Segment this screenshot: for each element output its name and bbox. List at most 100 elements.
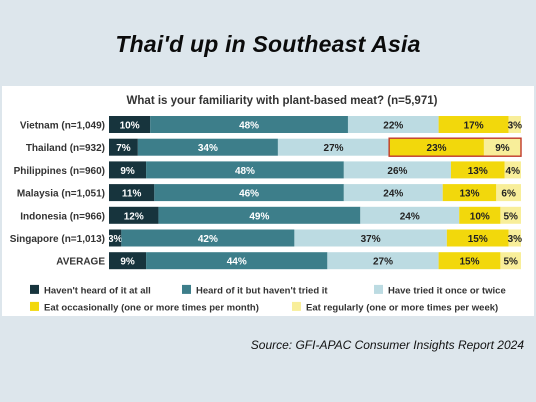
bar-segment-singapore-3: [446, 229, 509, 247]
bar-segment-singapore-0: [109, 229, 122, 247]
highlight-box: [388, 137, 522, 157]
bar-segment-malaysia-0: [109, 184, 155, 202]
legend-label: Have tried it once or twice: [388, 285, 506, 296]
bar-row-vietnam: Vietnam (n=1,049) 10% 48% 22% 17% 3%: [20, 116, 522, 133]
bar-segment-philippines-4: [504, 161, 521, 179]
data-label: 24%: [383, 189, 403, 200]
legend-swatch: [30, 284, 39, 294]
bar-segment-indonesia-2: [360, 206, 460, 224]
data-label: 27%: [373, 257, 393, 268]
data-label: 9%: [120, 257, 135, 268]
data-label: 9%: [495, 143, 510, 154]
legend-item-0: Haven't heard of it at all: [30, 284, 151, 296]
data-label: 10%: [120, 121, 140, 132]
data-label: 22%: [383, 121, 403, 132]
chart-rows: Vietnam (n=1,049) 10% 48% 22% 17% 3% Thailand …: [10, 116, 523, 270]
bar-segment-vietnam-2: [347, 116, 439, 133]
bar-segment-singapore-1: [121, 229, 295, 247]
bar-segment-vietnam-3: [438, 116, 509, 133]
category-label: Philippines (n=960): [14, 166, 105, 177]
data-label: 5%: [503, 211, 518, 222]
data-label: 12%: [124, 211, 144, 222]
category-label: AVERAGE: [56, 257, 105, 268]
data-label: 24%: [400, 211, 420, 222]
data-label: 48%: [239, 121, 259, 132]
bar-row-malaysia: Malaysia (n=1,051) 11% 46% 24% 13% 6%: [17, 184, 521, 202]
category-label: Malaysia (n=1,051): [17, 189, 105, 200]
legend-item-3: Eat occasionally (one or more times per …: [30, 301, 259, 313]
bar-segment-singapore-4: [508, 229, 521, 247]
bar-row-indonesia: Indonesia (n=966) 12% 49% 24% 10% 5%: [20, 206, 521, 224]
data-label: 48%: [235, 166, 255, 177]
bar-segment-philippines-3: [450, 161, 505, 179]
bar-segment-philippines-0: [109, 161, 147, 179]
bar-segment-malaysia-3: [442, 184, 497, 202]
data-label: 15%: [459, 257, 479, 268]
bar-segment-average-3: [438, 252, 501, 270]
data-label: 49%: [249, 211, 269, 222]
data-label: 34%: [198, 143, 218, 154]
data-label: 26%: [387, 166, 407, 177]
data-label: 15%: [468, 234, 488, 245]
data-label: 44%: [227, 257, 247, 268]
bar-segment-vietnam-4: [508, 116, 521, 133]
legend-item-1: Heard of it but haven't tried it: [182, 284, 328, 296]
data-label: 3%: [508, 121, 523, 132]
legend-swatch: [374, 284, 383, 294]
bar-row-average: AVERAGE 9% 44% 27% 15% 5%: [56, 252, 521, 270]
chart-panel: What is your familiarity with plant-base…: [2, 86, 534, 316]
data-label: 11%: [122, 189, 142, 200]
bar-segment-thailand-0: [109, 138, 138, 156]
legend-label: Eat regularly (one or more times per wee…: [306, 302, 498, 313]
bar-segment-indonesia-4: [500, 206, 521, 224]
data-label: 46%: [239, 189, 259, 200]
bar-segment-philippines-1: [146, 161, 344, 179]
bar-row-thailand: Thailand (n=932) 7% 34% 27% 23% 9%: [26, 137, 522, 157]
data-label: 7%: [116, 143, 131, 154]
bar-segment-indonesia-1: [158, 206, 361, 224]
data-label: 3%: [108, 234, 123, 245]
bar-segment-malaysia-1: [154, 184, 344, 202]
data-label: 37%: [361, 234, 381, 245]
legend-label: Haven't heard of it at all: [44, 285, 151, 296]
bar-segment-philippines-2: [343, 161, 451, 179]
data-label: 3%: [508, 234, 523, 245]
legend-label: Eat occasionally (one or more times per …: [44, 302, 259, 313]
bar-segment-average-0: [109, 252, 147, 270]
chart-legend: Haven't heard of it at all Heard of it bu…: [30, 284, 506, 313]
data-label: 23%: [427, 143, 447, 154]
bar-segment-thailand-2: [277, 138, 390, 156]
legend-swatch: [182, 284, 191, 294]
data-label: 9%: [120, 166, 135, 177]
stacked-bar-chart: What is your familiarity with plant-base…: [10, 95, 523, 313]
legend-item-2: Have tried it once or twice: [374, 284, 506, 296]
category-label: Indonesia (n=966): [20, 211, 105, 222]
data-label: 17%: [464, 121, 484, 132]
bar-segment-thailand-1: [137, 138, 278, 156]
data-label: 13%: [468, 166, 488, 177]
data-label: 6%: [501, 189, 516, 200]
data-label: 5%: [503, 257, 518, 268]
bar-segment-thailand-4: [483, 138, 521, 156]
bar-segment-malaysia-2: [343, 184, 443, 202]
data-label: 27%: [324, 143, 344, 154]
bar-row-philippines: Philippines (n=960) 9% 48% 26% 13% 4%: [14, 161, 521, 179]
category-label: Singapore (n=1,013): [10, 234, 105, 245]
legend-item-4: Eat regularly (one or more times per wee…: [292, 301, 498, 313]
category-label: Vietnam (n=1,049): [20, 121, 105, 132]
data-label: 4%: [506, 166, 521, 177]
bar-segment-singapore-2: [294, 229, 447, 247]
data-label: 42%: [198, 234, 218, 245]
bar-segment-average-4: [500, 252, 521, 270]
data-label: 10%: [470, 211, 490, 222]
bar-row-singapore: Singapore (n=1,013) 3% 42% 37% 15% 3%: [10, 229, 523, 247]
data-label: 13%: [459, 189, 479, 200]
bar-segment-average-2: [327, 252, 439, 270]
bar-segment-average-1: [146, 252, 328, 270]
bar-segment-vietnam-0: [109, 116, 151, 133]
bar-segment-indonesia-3: [459, 206, 501, 224]
bar-segment-malaysia-4: [496, 184, 521, 202]
legend-label: Heard of it but haven't tried it: [196, 285, 328, 296]
legend-swatch: [292, 301, 301, 311]
bar-segment-vietnam-1: [150, 116, 348, 133]
